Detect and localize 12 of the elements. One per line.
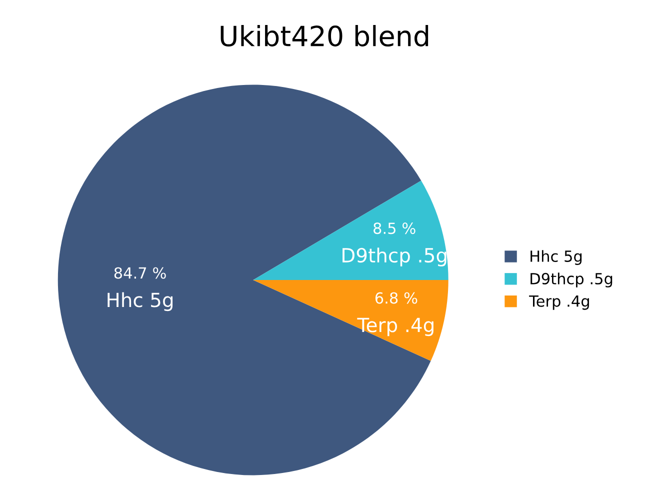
chart-title: Ukibt420 blend	[220, 25, 428, 46]
pie-slice	[253, 280, 448, 361]
pie-slice	[253, 180, 448, 280]
legend-label: D9thcp .5g	[530, 272, 612, 288]
data-label: 6.8 %	[375, 292, 418, 304]
legend-label: Terp .4g	[529, 296, 589, 310]
slice-label: Hhc 5g	[108, 292, 173, 312]
data-label: 8.5 %	[374, 222, 416, 234]
slice-label: D9thcp .5g	[342, 248, 446, 266]
legend-label: Hhc 5g	[530, 250, 582, 265]
slice-label: Terp .4g	[357, 318, 434, 336]
data-label: 84.7 %	[114, 267, 166, 279]
